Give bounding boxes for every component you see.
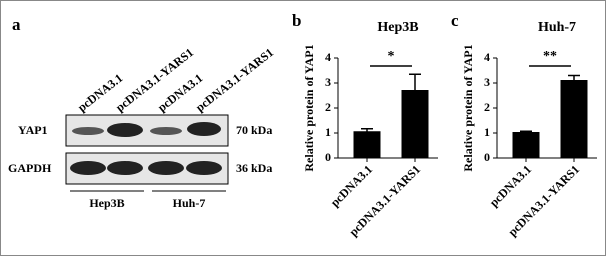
y-tick-label: 0 <box>325 150 331 164</box>
y-tick-label: 3 <box>484 75 490 89</box>
y-axis-label: Relative protein of YAP1 <box>302 44 316 171</box>
significance: * <box>388 49 395 64</box>
panel-label: c <box>451 11 459 30</box>
y-axis-label: Relative protein of YAP1 <box>461 44 475 171</box>
chart-title: Huh-7 <box>538 20 576 35</box>
bar <box>353 131 381 159</box>
y-tick-label: 0 <box>484 150 490 164</box>
bar <box>512 132 540 159</box>
significance: ** <box>543 49 557 64</box>
y-tick-label: 3 <box>325 75 331 89</box>
y-tick-label: 2 <box>325 100 331 114</box>
y-tick-label: 4 <box>484 50 490 64</box>
panel-label: a <box>12 15 21 34</box>
bar <box>401 90 429 159</box>
bands <box>70 122 222 175</box>
bar <box>560 80 588 159</box>
row-label: GAPDH <box>8 161 52 175</box>
row-label: YAP1 <box>18 123 48 137</box>
chart-title: Hep3B <box>377 20 418 35</box>
size-label: 36 kDa <box>236 161 272 175</box>
size-label: 70 kDa <box>236 123 272 137</box>
group-label: Huh-7 <box>173 196 206 210</box>
group-label: Hep3B <box>89 196 124 210</box>
panel-label: b <box>292 11 301 30</box>
y-tick-label: 1 <box>484 125 490 139</box>
y-tick-label: 4 <box>325 50 331 64</box>
y-tick-label: 1 <box>325 125 331 139</box>
y-tick-label: 2 <box>484 100 490 114</box>
